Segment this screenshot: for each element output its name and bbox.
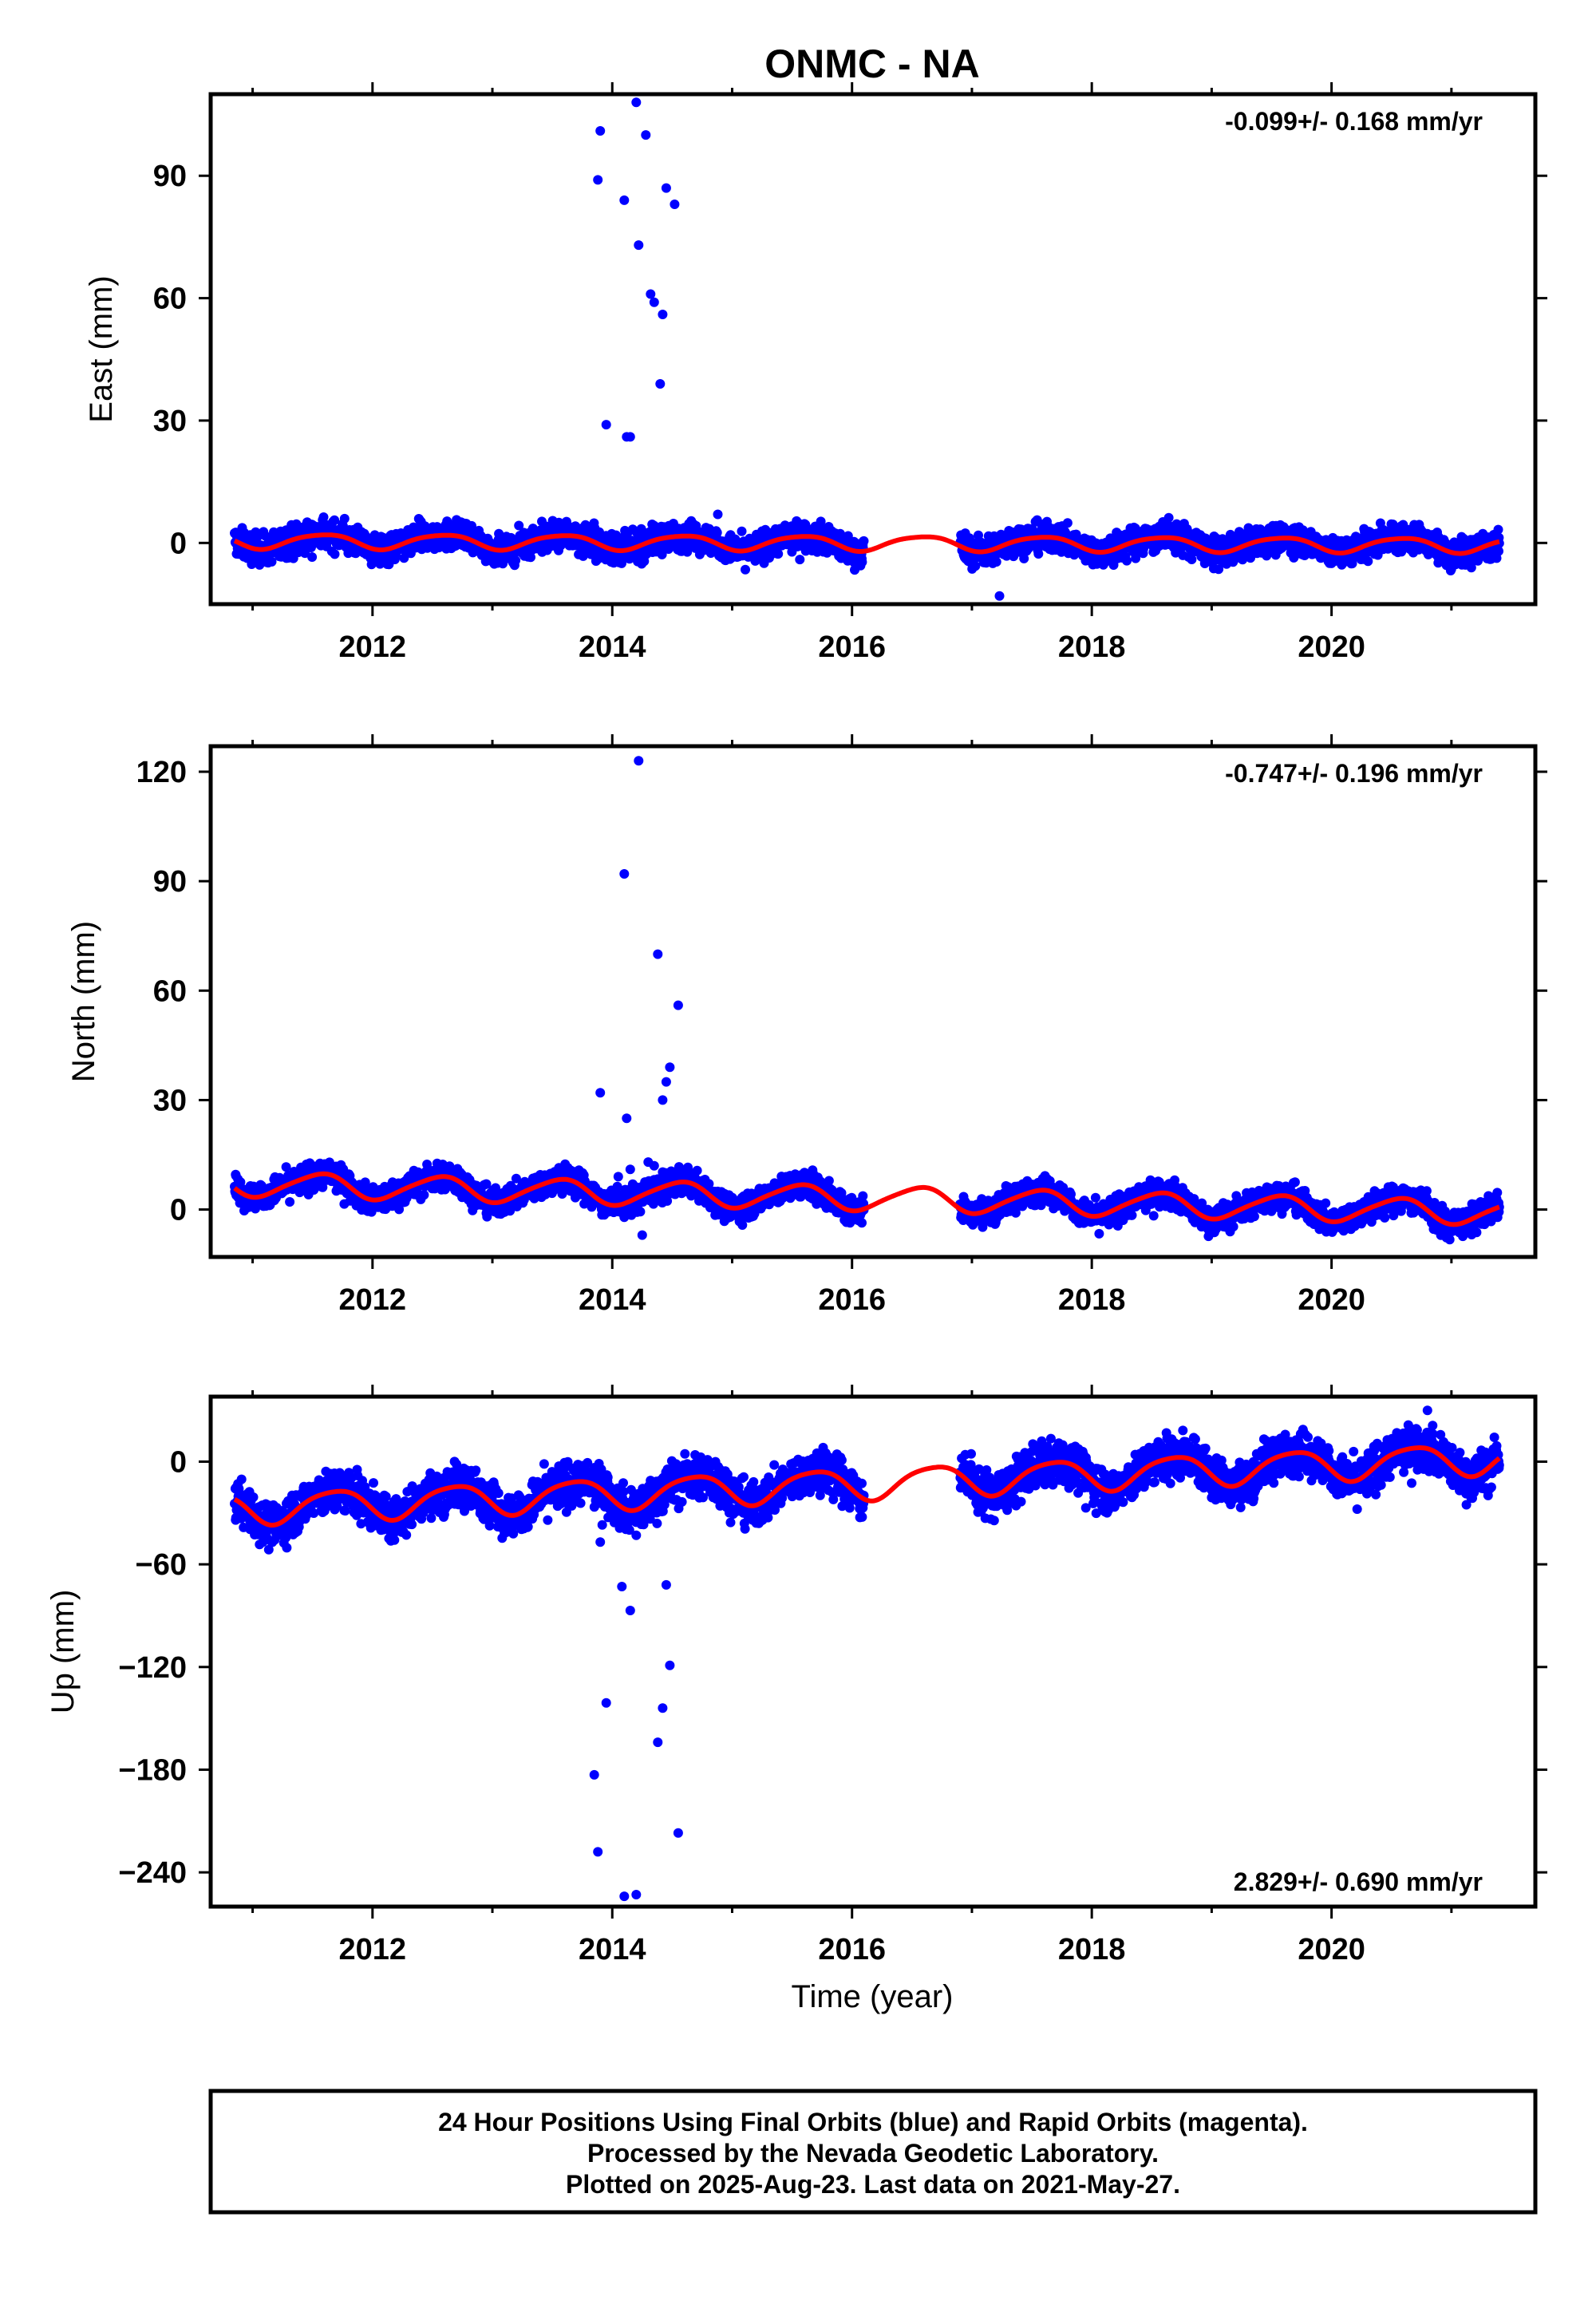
data-point <box>1363 556 1373 567</box>
outlier-point <box>631 97 642 108</box>
outlier-point <box>670 200 680 209</box>
outlier-point <box>595 126 606 136</box>
east-final-orbit-points <box>230 97 1504 601</box>
data-point <box>1122 555 1132 566</box>
data-point <box>511 555 521 566</box>
outlier-point <box>658 310 668 319</box>
y-tick-label: 90 <box>153 160 187 193</box>
data-point <box>267 556 277 567</box>
north-final-orbit-points <box>230 756 1504 1245</box>
outlier-point <box>634 240 644 251</box>
data-point <box>318 512 329 522</box>
data-point <box>1019 553 1029 563</box>
outlier-point <box>646 289 656 299</box>
x-tick-label: 2014 <box>579 630 646 664</box>
outlier-point <box>641 130 651 140</box>
data-point <box>991 557 1001 567</box>
x-tick-label: 2018 <box>1058 630 1126 664</box>
figure-title: ONMC - NA <box>764 41 979 86</box>
outlier-point <box>593 175 603 185</box>
data-point <box>526 552 535 563</box>
data-point <box>692 1165 702 1176</box>
x-tick-label: 2020 <box>1298 630 1365 664</box>
outlier-point <box>619 195 630 205</box>
outlier-point <box>713 509 723 520</box>
east-y-axis-label: East (mm) <box>84 275 119 422</box>
data-point <box>737 526 747 536</box>
y-tick-label: 60 <box>153 283 187 316</box>
outlier-point <box>655 379 666 389</box>
data-point <box>494 528 504 539</box>
data-point <box>859 536 869 546</box>
x-tick-label: 2012 <box>339 630 407 664</box>
data-point <box>635 1207 646 1217</box>
data-point <box>970 561 981 571</box>
outlier-point <box>601 420 611 430</box>
data-point <box>307 552 318 562</box>
data-point <box>1033 549 1044 559</box>
data-point <box>857 557 867 567</box>
east-panel: 2012 2014 2016 2018 2020 0 30 60 90 East (mm) -0.0… <box>84 82 1547 664</box>
data-point <box>514 520 524 531</box>
data-point <box>1062 518 1073 528</box>
data-point <box>330 515 340 525</box>
data-point <box>795 555 805 565</box>
data-point <box>339 513 350 524</box>
y-tick-label: 0 <box>170 527 187 560</box>
y-tick-label: 30 <box>153 405 187 438</box>
x-tick-label: 2016 <box>818 630 886 664</box>
east-rate-label: -0.099+/- 0.168 mm/yr <box>1225 107 1483 136</box>
outlier-point <box>661 183 671 193</box>
data-point <box>773 549 784 559</box>
data-point <box>285 1197 295 1207</box>
data-point <box>1163 512 1174 523</box>
data-point <box>578 551 588 561</box>
data-point <box>330 549 340 559</box>
data-point <box>1032 515 1042 525</box>
outlier-point <box>649 297 659 307</box>
data-point <box>741 564 750 575</box>
data-point <box>737 1220 748 1230</box>
outlier-point <box>625 432 635 442</box>
outlier-point <box>994 591 1005 601</box>
data-point <box>419 1190 429 1200</box>
